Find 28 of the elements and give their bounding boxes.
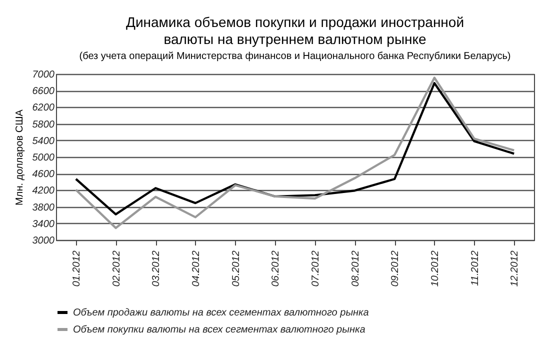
y-tick-label: 7000: [32, 70, 55, 80]
x-tick-label: 01.2012: [71, 250, 82, 287]
chart-subtitle: (без учета операций Министерства финансов и Национального банка Республики Беларусь): [79, 51, 511, 62]
y-tick-label: 3400: [32, 218, 55, 230]
y-tick-label: 3000: [32, 236, 55, 246]
y-tick-label: 6200: [32, 102, 55, 114]
y-tick-label: 5800: [32, 119, 55, 130]
x-tick-label: 10.2012: [430, 250, 441, 287]
x-tick-label: 12.2012: [510, 250, 521, 287]
y-tick-label: 3800: [32, 202, 55, 214]
x-tick-label: 04.2012: [190, 250, 202, 287]
legend-label: Объем продажи валюты на всех сегментах валютного рынка: [73, 308, 370, 318]
x-tick-label: 06.2012: [270, 250, 282, 287]
legend-label: Объем покупки валюты на всех сегментах валютного рынка: [73, 324, 366, 336]
x-tick-label: 03.2012: [151, 250, 162, 287]
y-tick-label: 5400: [32, 136, 55, 147]
x-tick-label: 05.2012: [230, 250, 242, 287]
x-tick-label: 07.2012: [310, 250, 322, 287]
x-tick-label: 02.2012: [111, 250, 122, 287]
y-tick-label: 5000: [32, 152, 55, 164]
chart-title: Динамика объемов покупки и продажи иностранной валюты на внутреннем валютном рынке: [126, 14, 464, 47]
x-tick-label: 08.2012: [350, 250, 362, 287]
y-axis-title: Млн. долларов США: [14, 109, 26, 206]
x-tick-label: 11.2012: [470, 250, 481, 286]
y-tick-label: 6600: [32, 86, 55, 98]
x-tick-label: 09.2012: [390, 250, 402, 287]
y-tick-label: 4600: [32, 169, 55, 180]
y-tick-label: 4200: [32, 186, 55, 197]
